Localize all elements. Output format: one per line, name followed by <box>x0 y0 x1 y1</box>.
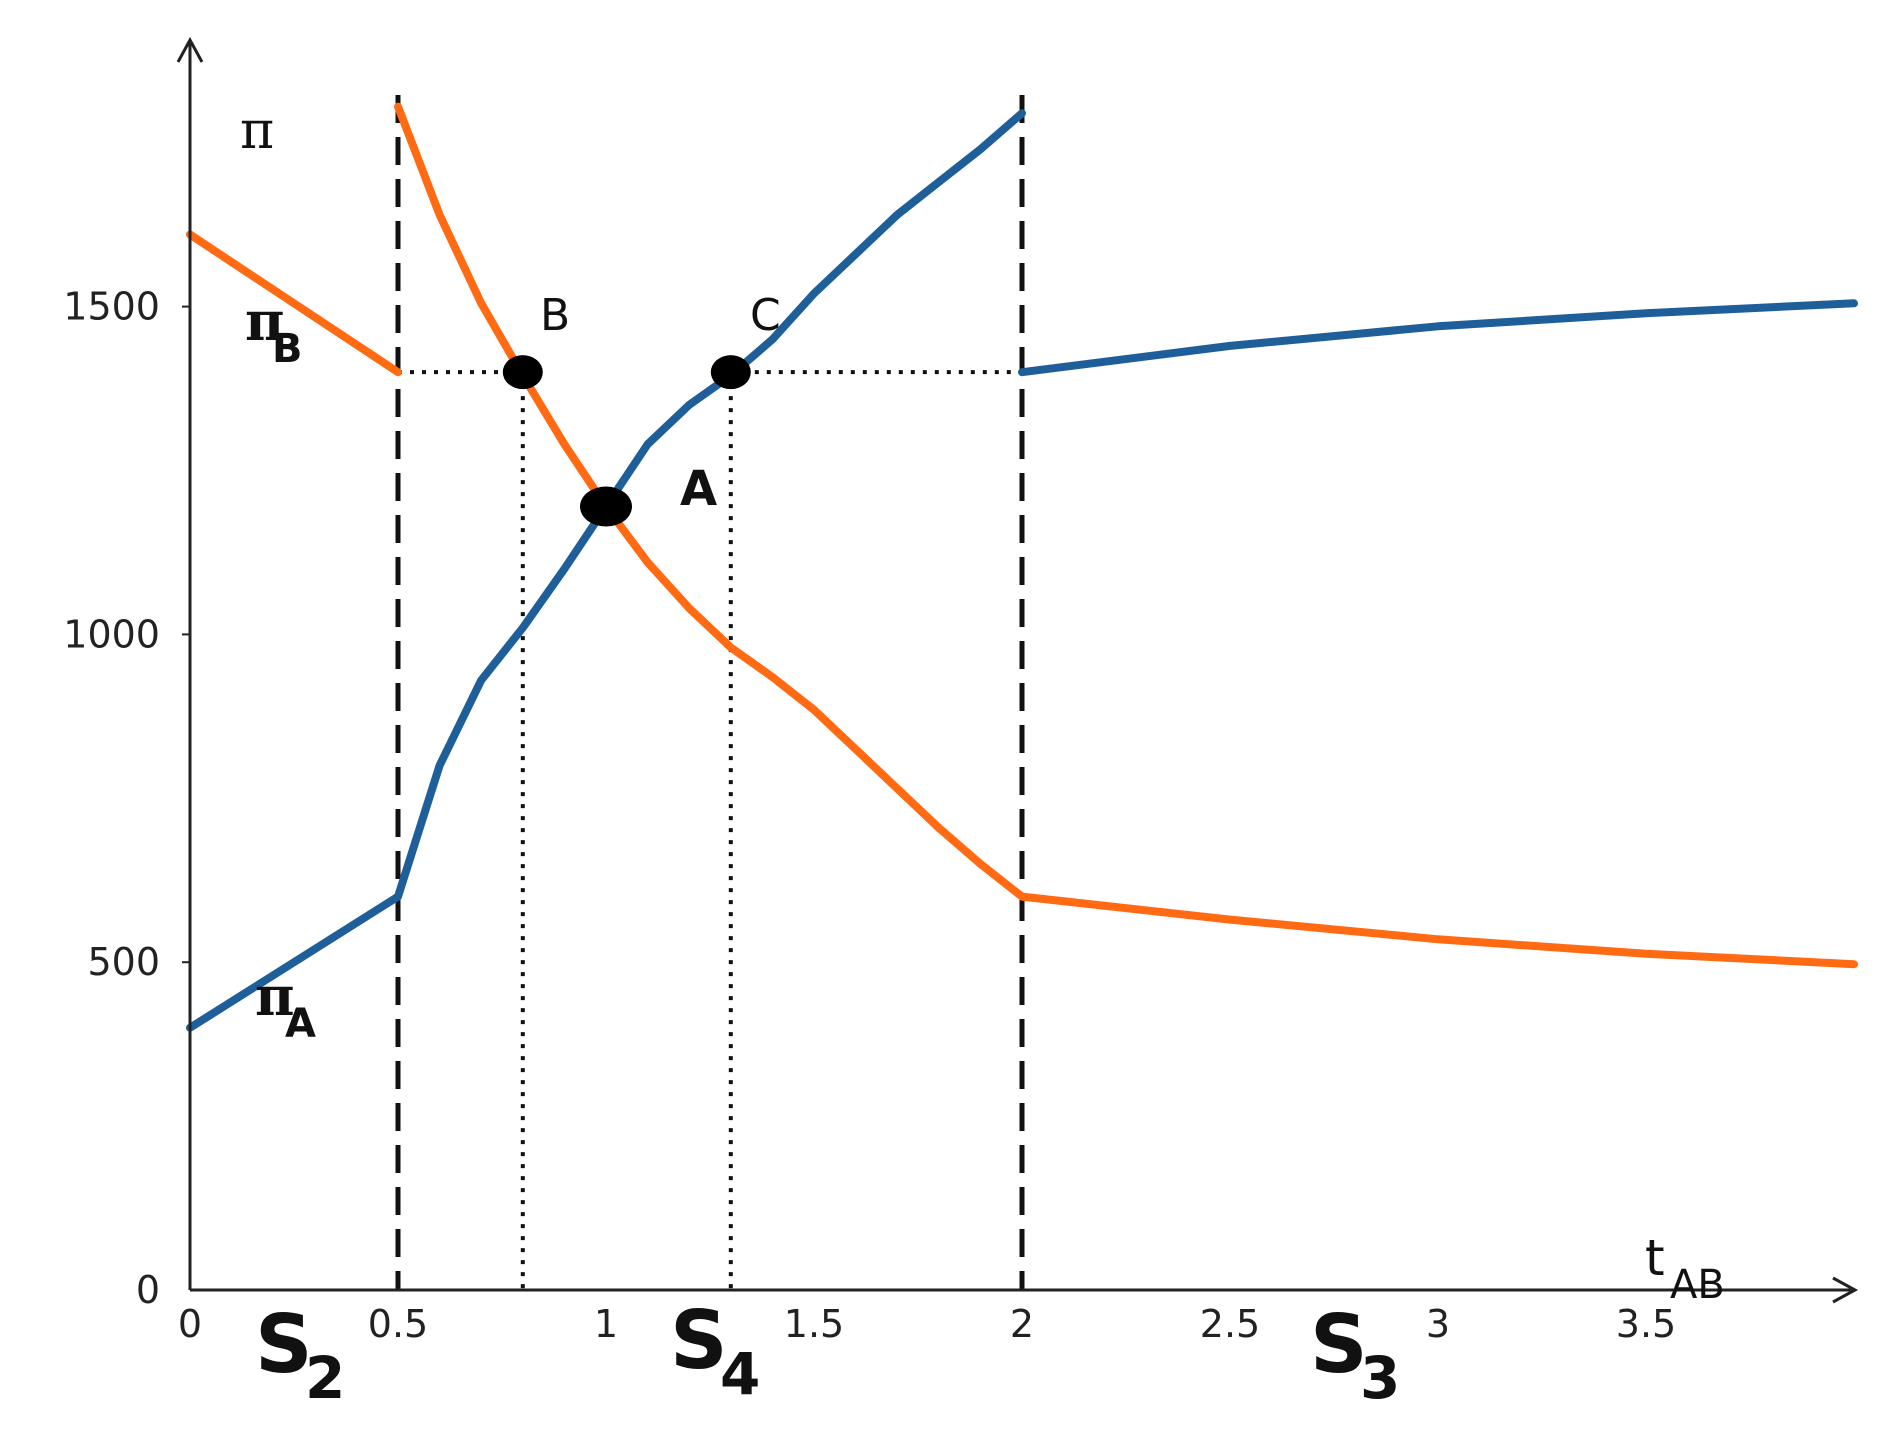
series-line-a <box>394 109 1026 901</box>
ticks: 0 500 1000 1500 0 0.5 1 1.5 2 2.5 3 3.5 <box>63 285 1676 1346</box>
y-tick-label: 0 <box>136 1268 160 1312</box>
x-axis-label: t <box>1645 1229 1665 1287</box>
point-b <box>502 355 543 390</box>
x-tick-label: 3.5 <box>1616 1302 1676 1346</box>
x-tick-label: 2 <box>1010 1302 1034 1346</box>
x-tick-label: 0 <box>178 1302 202 1346</box>
point-label-a: A <box>680 461 717 517</box>
x-tick-label: 3 <box>1426 1302 1450 1346</box>
x-axis-arrow <box>1832 1276 1859 1304</box>
points <box>502 355 751 527</box>
point-label-c: C <box>750 290 781 341</box>
region-label-s2: S <box>255 1298 313 1391</box>
y-axis-label: π <box>240 101 274 161</box>
series <box>186 102 1858 1032</box>
y-tick-label: 1500 <box>63 285 160 329</box>
y-tick-label: 500 <box>87 940 160 984</box>
guides <box>395 95 1025 1290</box>
x-tick-label: 0.5 <box>368 1302 428 1346</box>
x-tick-label: 2.5 <box>1200 1302 1260 1346</box>
series-label-subscript-b: B <box>272 326 303 372</box>
series-line-b <box>1018 892 1858 969</box>
y-tick-label: 1000 <box>63 612 160 656</box>
region-label-subscript-3: 3 <box>1360 1344 1400 1412</box>
x-axis-label-subscript: AB <box>1670 1262 1725 1308</box>
axes <box>176 36 1859 1304</box>
series-label-a: π <box>255 964 295 1028</box>
series-line-b <box>186 230 402 377</box>
series-label-subscript-a: A <box>285 1001 316 1047</box>
point-a <box>580 486 632 527</box>
region-label-subscript-2: 2 <box>305 1344 345 1412</box>
region-label-s4: S <box>670 1294 728 1387</box>
x-tick-label: 1.5 <box>784 1302 844 1346</box>
series-line-b <box>394 102 1026 901</box>
point-c <box>710 355 751 390</box>
series-label-b: π <box>245 289 285 353</box>
series-line-a <box>1018 299 1858 377</box>
region-label-subscript-4: 4 <box>720 1340 760 1408</box>
point-label-b: B <box>540 290 570 341</box>
region-label-s3: S <box>1310 1298 1368 1391</box>
series-line-a <box>186 892 402 1032</box>
y-axis-arrow <box>176 36 204 63</box>
x-tick-label: 1 <box>594 1302 618 1346</box>
